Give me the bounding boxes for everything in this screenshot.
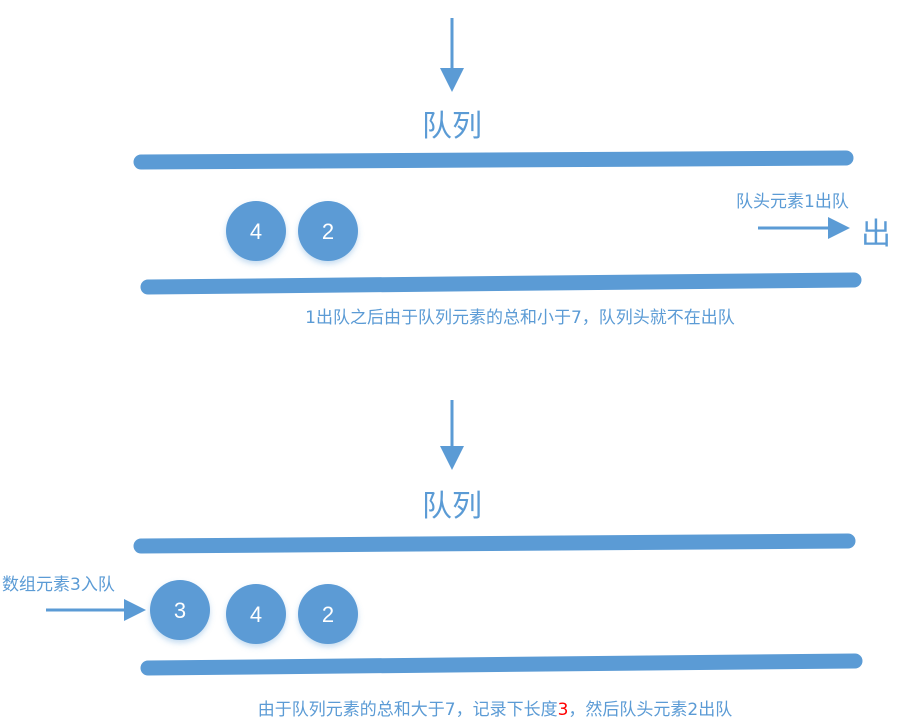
right-arrow-icon bbox=[758, 217, 850, 239]
queue-title: 队列 bbox=[422, 109, 482, 144]
queue-element: 4 bbox=[226, 584, 286, 644]
exit-label: 出 bbox=[861, 217, 891, 252]
element-value: 4 bbox=[250, 602, 262, 627]
caption-text: ，然后队头元素2出队 bbox=[568, 700, 732, 720]
enqueue-label: 数组元素3入队 bbox=[2, 575, 115, 595]
element-value: 2 bbox=[322, 602, 334, 627]
queue-element: 3 bbox=[150, 580, 210, 640]
queue-top-wall bbox=[133, 533, 856, 554]
caption: 1出队之后由于队列元素的总和小于7，队列头就不在出队 bbox=[305, 308, 735, 328]
down-arrow-icon bbox=[440, 400, 464, 470]
queue-element: 2 bbox=[298, 584, 358, 644]
queue-bottom-wall bbox=[140, 272, 862, 295]
queue-element: 2 bbox=[298, 201, 358, 261]
queue-element: 4 bbox=[226, 201, 286, 261]
element-value: 4 bbox=[250, 219, 262, 244]
element-value: 2 bbox=[322, 219, 334, 244]
caption-highlight: 3 bbox=[558, 700, 569, 720]
queue-bottom-wall bbox=[140, 653, 863, 676]
queue-top-wall bbox=[133, 150, 854, 170]
dequeue-label: 队头元素1出队 bbox=[736, 192, 849, 212]
queue-title: 队列 bbox=[422, 489, 482, 524]
right-arrow-icon bbox=[46, 599, 146, 621]
down-arrow-icon bbox=[440, 18, 464, 92]
element-value: 3 bbox=[174, 598, 186, 623]
caption: 由于队列元素的总和大于7，记录下长度3，然后队头元素2出队 bbox=[258, 700, 732, 720]
caption-text: 由于队列元素的总和大于7，记录下长度 bbox=[258, 700, 558, 720]
